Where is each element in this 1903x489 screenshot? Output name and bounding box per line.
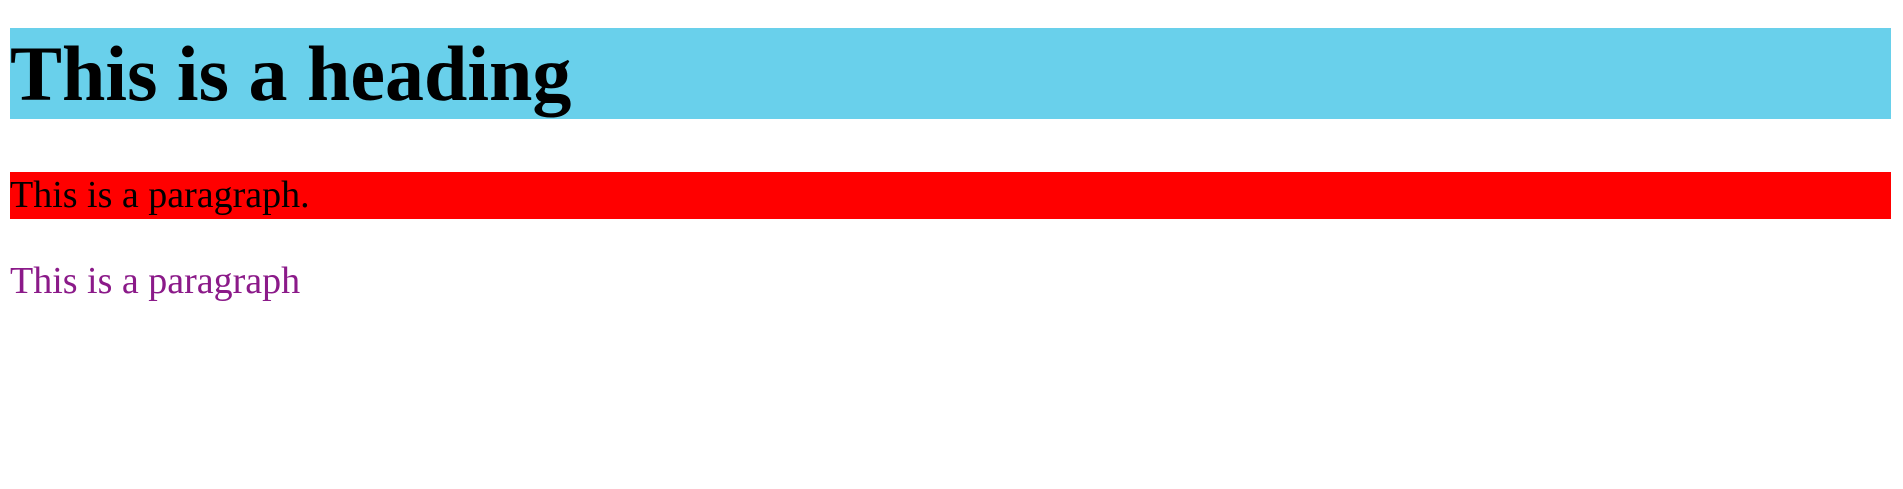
red-paragraph: This is a paragraph. — [10, 172, 1891, 219]
purple-paragraph: This is a paragraph — [10, 260, 301, 302]
page-heading: This is a heading — [10, 28, 1891, 119]
